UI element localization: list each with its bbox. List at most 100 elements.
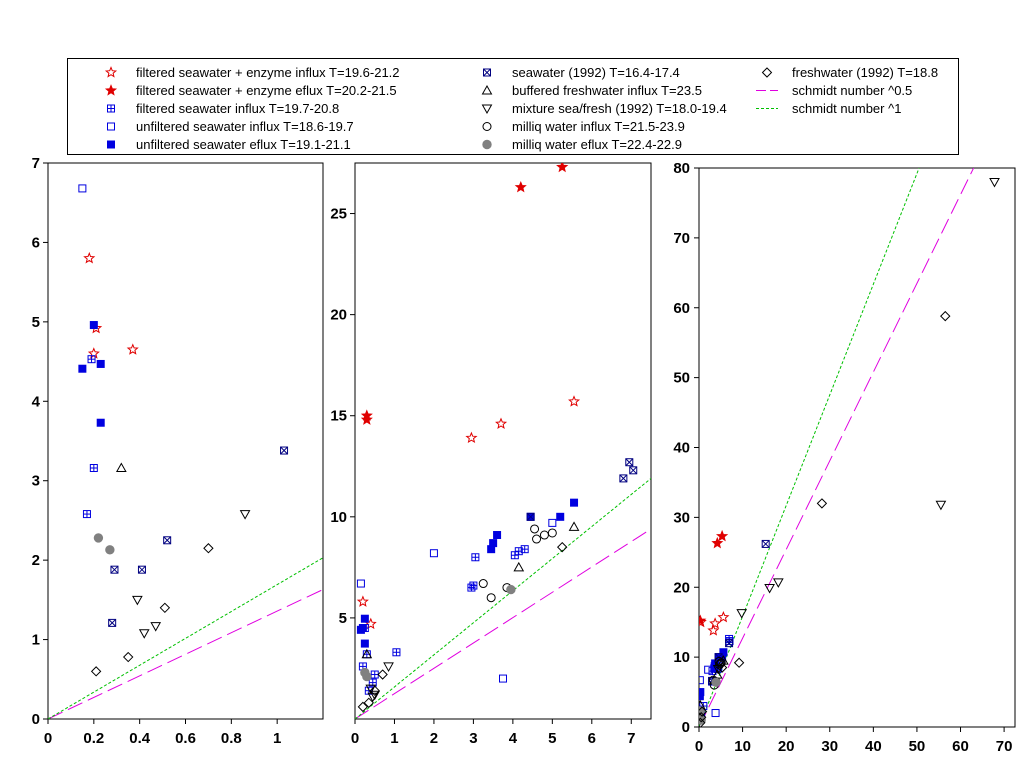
legend-marker-mix92: [481, 104, 493, 115]
data-point-sw92: [761, 539, 770, 548]
data-point-sw92: [629, 466, 638, 475]
data-point-sw92: [163, 536, 172, 545]
data-point-fw92: [699, 717, 706, 727]
y-tick-label: 0: [682, 719, 690, 736]
data-point-us_ef: [556, 512, 565, 521]
data-point-fse_in: [568, 395, 581, 407]
data-point-us_ef: [360, 614, 369, 623]
legend-marker-mq_ef: [482, 139, 492, 150]
data-point-us_in: [699, 676, 704, 685]
data-point-fw92: [369, 685, 380, 696]
legend-symbol: [107, 140, 115, 149]
data-point-mq_ef: [93, 533, 104, 543]
series-line-sc05: [48, 589, 323, 719]
legend-symbol: [104, 66, 118, 78]
legend-label: freshwater (1992) T=18.8: [792, 65, 939, 80]
data-point-fw92: [716, 662, 728, 673]
data-point-us_ef: [89, 321, 98, 330]
legend-symbol: [107, 122, 115, 131]
data-point-mq_in: [478, 579, 488, 589]
data-point-fse_ef: [715, 529, 729, 542]
y-tick-label: 20: [330, 307, 347, 324]
legend-label: unfiltered seawater influx T=18.6-19.7: [136, 119, 354, 134]
legend-label: filtered seawater + enzyme eflux T=20.2-…: [136, 83, 397, 98]
data-point-fs_in: [82, 510, 91, 519]
data-point-sw92: [280, 446, 289, 455]
data-point-fs_in: [520, 545, 529, 554]
data-point-fs_in: [89, 464, 98, 473]
data-point-mq_ef: [105, 545, 115, 555]
legend-label: schmidt number ^0.5: [792, 83, 913, 98]
y-tick-label: 70: [673, 230, 690, 247]
y-tick-label: 1: [32, 632, 40, 649]
data-point-mix92: [736, 609, 748, 619]
data-point-mq_in: [714, 656, 724, 666]
data-point-bf_in: [513, 561, 525, 572]
data-point-mq_ef: [362, 671, 372, 682]
data-point-mix92: [764, 583, 775, 594]
data-point-mix92: [935, 500, 947, 511]
data-point-fs_in: [471, 553, 480, 562]
x-tick-label: 7: [627, 730, 635, 747]
data-point-fs_in: [392, 648, 401, 657]
data-point-us_ef: [489, 539, 498, 548]
legend-symbol: [481, 104, 493, 115]
data-point-us_ef: [96, 359, 105, 368]
data-point-bf_in: [361, 648, 373, 659]
data-point-fse_ef: [360, 413, 373, 425]
data-point-fse_in: [699, 615, 707, 628]
x-tick-label: 10: [734, 738, 751, 755]
data-point-us_in: [548, 518, 557, 527]
data-point-fse_ef: [556, 163, 569, 173]
series-line-sc05: [355, 528, 651, 719]
legend-marker-fse_ef: [104, 84, 118, 96]
data-point-fw92: [377, 669, 388, 680]
data-point-mq_ef: [506, 584, 516, 595]
data-point-mq_in: [486, 593, 496, 603]
x-tick-label: 20: [778, 738, 795, 755]
series-line-sc1: [355, 478, 651, 719]
y-tick-label: 40: [673, 440, 690, 457]
legend-marker-fw92: [761, 67, 773, 78]
y-tick-label: 7: [32, 155, 40, 172]
data-point-fse_in: [707, 624, 720, 636]
data-point-mix92: [989, 177, 1000, 188]
legend-marker-fs_in: [107, 104, 115, 113]
y-tick-label: 20: [673, 579, 690, 596]
data-point-fw92: [203, 543, 214, 554]
chart-panel-2: 0 1 2 3 4 5 6 7 5 10 15 20 25: [330, 162, 652, 747]
legend-marker-mq_in: [482, 122, 492, 131]
data-point-fw92: [123, 651, 134, 663]
data-point-fse_in: [495, 417, 508, 430]
legend-label: seawater (1992) T=16.4-17.4: [512, 65, 680, 80]
y-tick-label: 4: [32, 393, 41, 410]
x-tick-label: 3: [469, 730, 477, 747]
legend-label: milliq water influx T=21.5-23.9: [512, 119, 685, 134]
legend-marker-bf_in: [481, 84, 493, 95]
plot-content: [355, 163, 651, 719]
data-point-fw92: [699, 712, 707, 723]
data-point-mix92: [365, 684, 377, 695]
data-point-mq_ef: [711, 677, 721, 687]
data-point-fw92: [940, 310, 951, 322]
legend-label: filtered seawater + enzyme influx T=19.6…: [136, 65, 400, 80]
series-line-sc1: [48, 557, 323, 719]
data-point-us_ef: [699, 692, 704, 701]
legend-label: milliq water eflux T=22.4-22.9: [512, 137, 682, 152]
data-point-mix92: [772, 578, 784, 588]
x-tick-label: 60: [952, 738, 969, 755]
y-tick-label: 5: [32, 314, 40, 331]
data-point-mix92: [369, 690, 381, 701]
legend-symbol: [761, 67, 773, 78]
data-point-fw92: [816, 498, 828, 509]
chart-panel-1: 0 0.2 0.4 0.6 0.8 1 0 1 2 3 4 5 6 7: [32, 155, 324, 747]
data-point-bf_in: [115, 462, 127, 473]
series-line-sc05: [699, 168, 975, 727]
y-tick-label: 6: [32, 234, 40, 251]
x-tick-label: 0.8: [221, 730, 242, 747]
legend-label: filtered seawater influx T=19.7-20.8: [136, 101, 340, 116]
data-point-us_in: [711, 709, 720, 718]
data-point-mq_in: [716, 658, 726, 668]
data-point-fse_in: [709, 617, 722, 629]
x-tick-label: 0.4: [129, 730, 151, 747]
